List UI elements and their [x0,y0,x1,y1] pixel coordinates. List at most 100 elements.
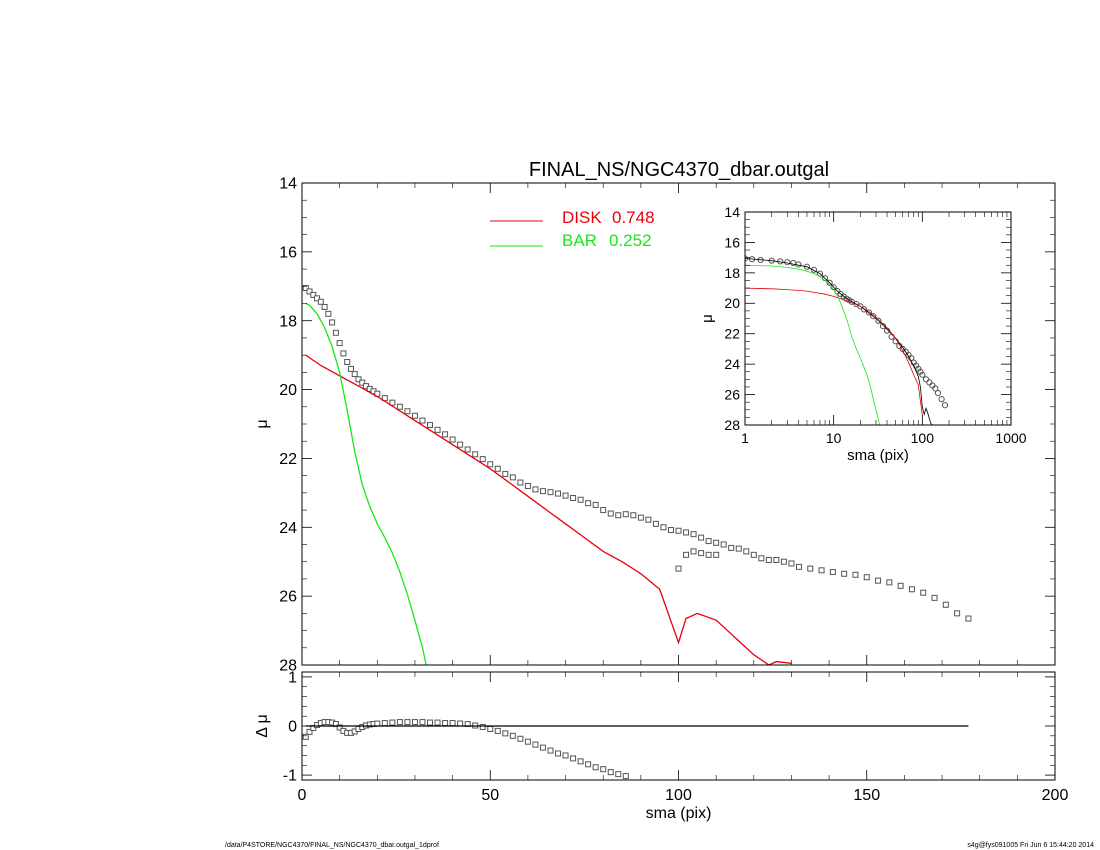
main-point [404,408,411,415]
inset-point [941,402,949,409]
main-point [637,514,644,521]
main-point [698,534,705,541]
main-point [698,550,705,557]
main-point [765,556,772,563]
main-point [788,560,795,567]
residual-xtick-label: 0 [298,787,307,804]
main-point [852,571,859,578]
main-point [449,436,456,443]
main-point [332,329,339,336]
residual-xlabel: sma (pix) [646,805,712,822]
main-point [427,422,434,429]
main-point [585,500,592,507]
main-point [494,465,501,472]
main-point [920,589,927,596]
main-point [351,371,358,378]
inset-point [865,309,873,316]
inset-ytick-label: 16 [724,234,740,250]
residual-ytick-label: -1 [283,768,297,785]
main-point [389,399,396,406]
main-point [705,551,712,558]
main-point [875,577,882,584]
main-point [622,511,629,518]
inset-ytick-label: 28 [724,417,740,433]
residual-point [457,720,464,727]
main-point [396,403,403,410]
main-point [690,548,697,555]
residual-point [509,732,516,739]
main-point [347,365,354,372]
residual-point [502,730,509,737]
main-point [457,441,464,448]
main-point [829,569,836,576]
residual-point [615,771,622,778]
main-point [863,574,870,581]
main-point [965,615,972,622]
main-point [615,512,622,519]
residual-series-group [302,719,969,780]
legend-bar-name: BAR [562,231,597,250]
main-point [942,601,949,608]
inset-point [934,389,942,397]
main-point [306,288,313,295]
main-point [728,544,735,551]
residual-point [547,747,554,754]
inset-xlabel: sma (pix) [847,447,909,464]
inset-point [810,266,818,273]
main-point [683,551,690,558]
inset-point [917,368,924,375]
main-point [321,303,328,310]
main-point [750,551,757,558]
inset-point [870,313,877,320]
main-ytick-label: 18 [279,313,297,330]
residual-point [555,750,562,757]
main-ytick-label: 26 [279,589,297,606]
residual-point [479,723,486,730]
residual-point [427,719,434,726]
footer-path: /data/P4STORE/NGC4370/FINAL_NS/NGC4370_d… [225,842,439,849]
residual-point [539,744,546,751]
residual-point [622,773,629,780]
residual-point [570,755,577,762]
main-ytick-label: 24 [279,520,297,537]
main-point [502,470,509,477]
inset-xtick-label: 10 [826,430,842,446]
main-ytick-label: 28 [279,658,297,675]
inset-point [922,376,930,383]
main-point [705,538,712,545]
residual-point [442,720,449,727]
main-point [807,565,814,572]
inset-ytick-label: 22 [724,326,740,342]
inset-point [875,317,882,324]
main-point [675,527,682,534]
main-point [735,545,742,552]
main-point [675,565,682,572]
residual-point [592,764,599,771]
main-point [336,340,343,347]
main-point [442,431,449,438]
residual-point [600,766,607,773]
main-point [555,490,562,497]
residual-xtick-label: 150 [853,787,880,804]
main-point [660,524,667,531]
main-ytick-label: 22 [279,451,297,468]
inset-ytick-label: 20 [724,295,740,311]
residual-point [389,719,396,726]
main-point [592,501,599,508]
main-point [818,567,825,574]
main-point [517,479,524,486]
main-series-group [302,285,972,665]
main-point [472,451,479,458]
residual-ytick-label: 1 [288,670,297,687]
main-point [667,527,674,534]
main-ytick-label: 16 [279,244,297,261]
main-point [713,539,720,546]
legend-bar-value: 0.252 [609,231,652,250]
main-point [690,531,697,538]
residual-point [577,758,584,765]
inset-ytick-label: 14 [724,204,740,220]
residual-point [585,761,592,768]
main-point [908,586,915,593]
